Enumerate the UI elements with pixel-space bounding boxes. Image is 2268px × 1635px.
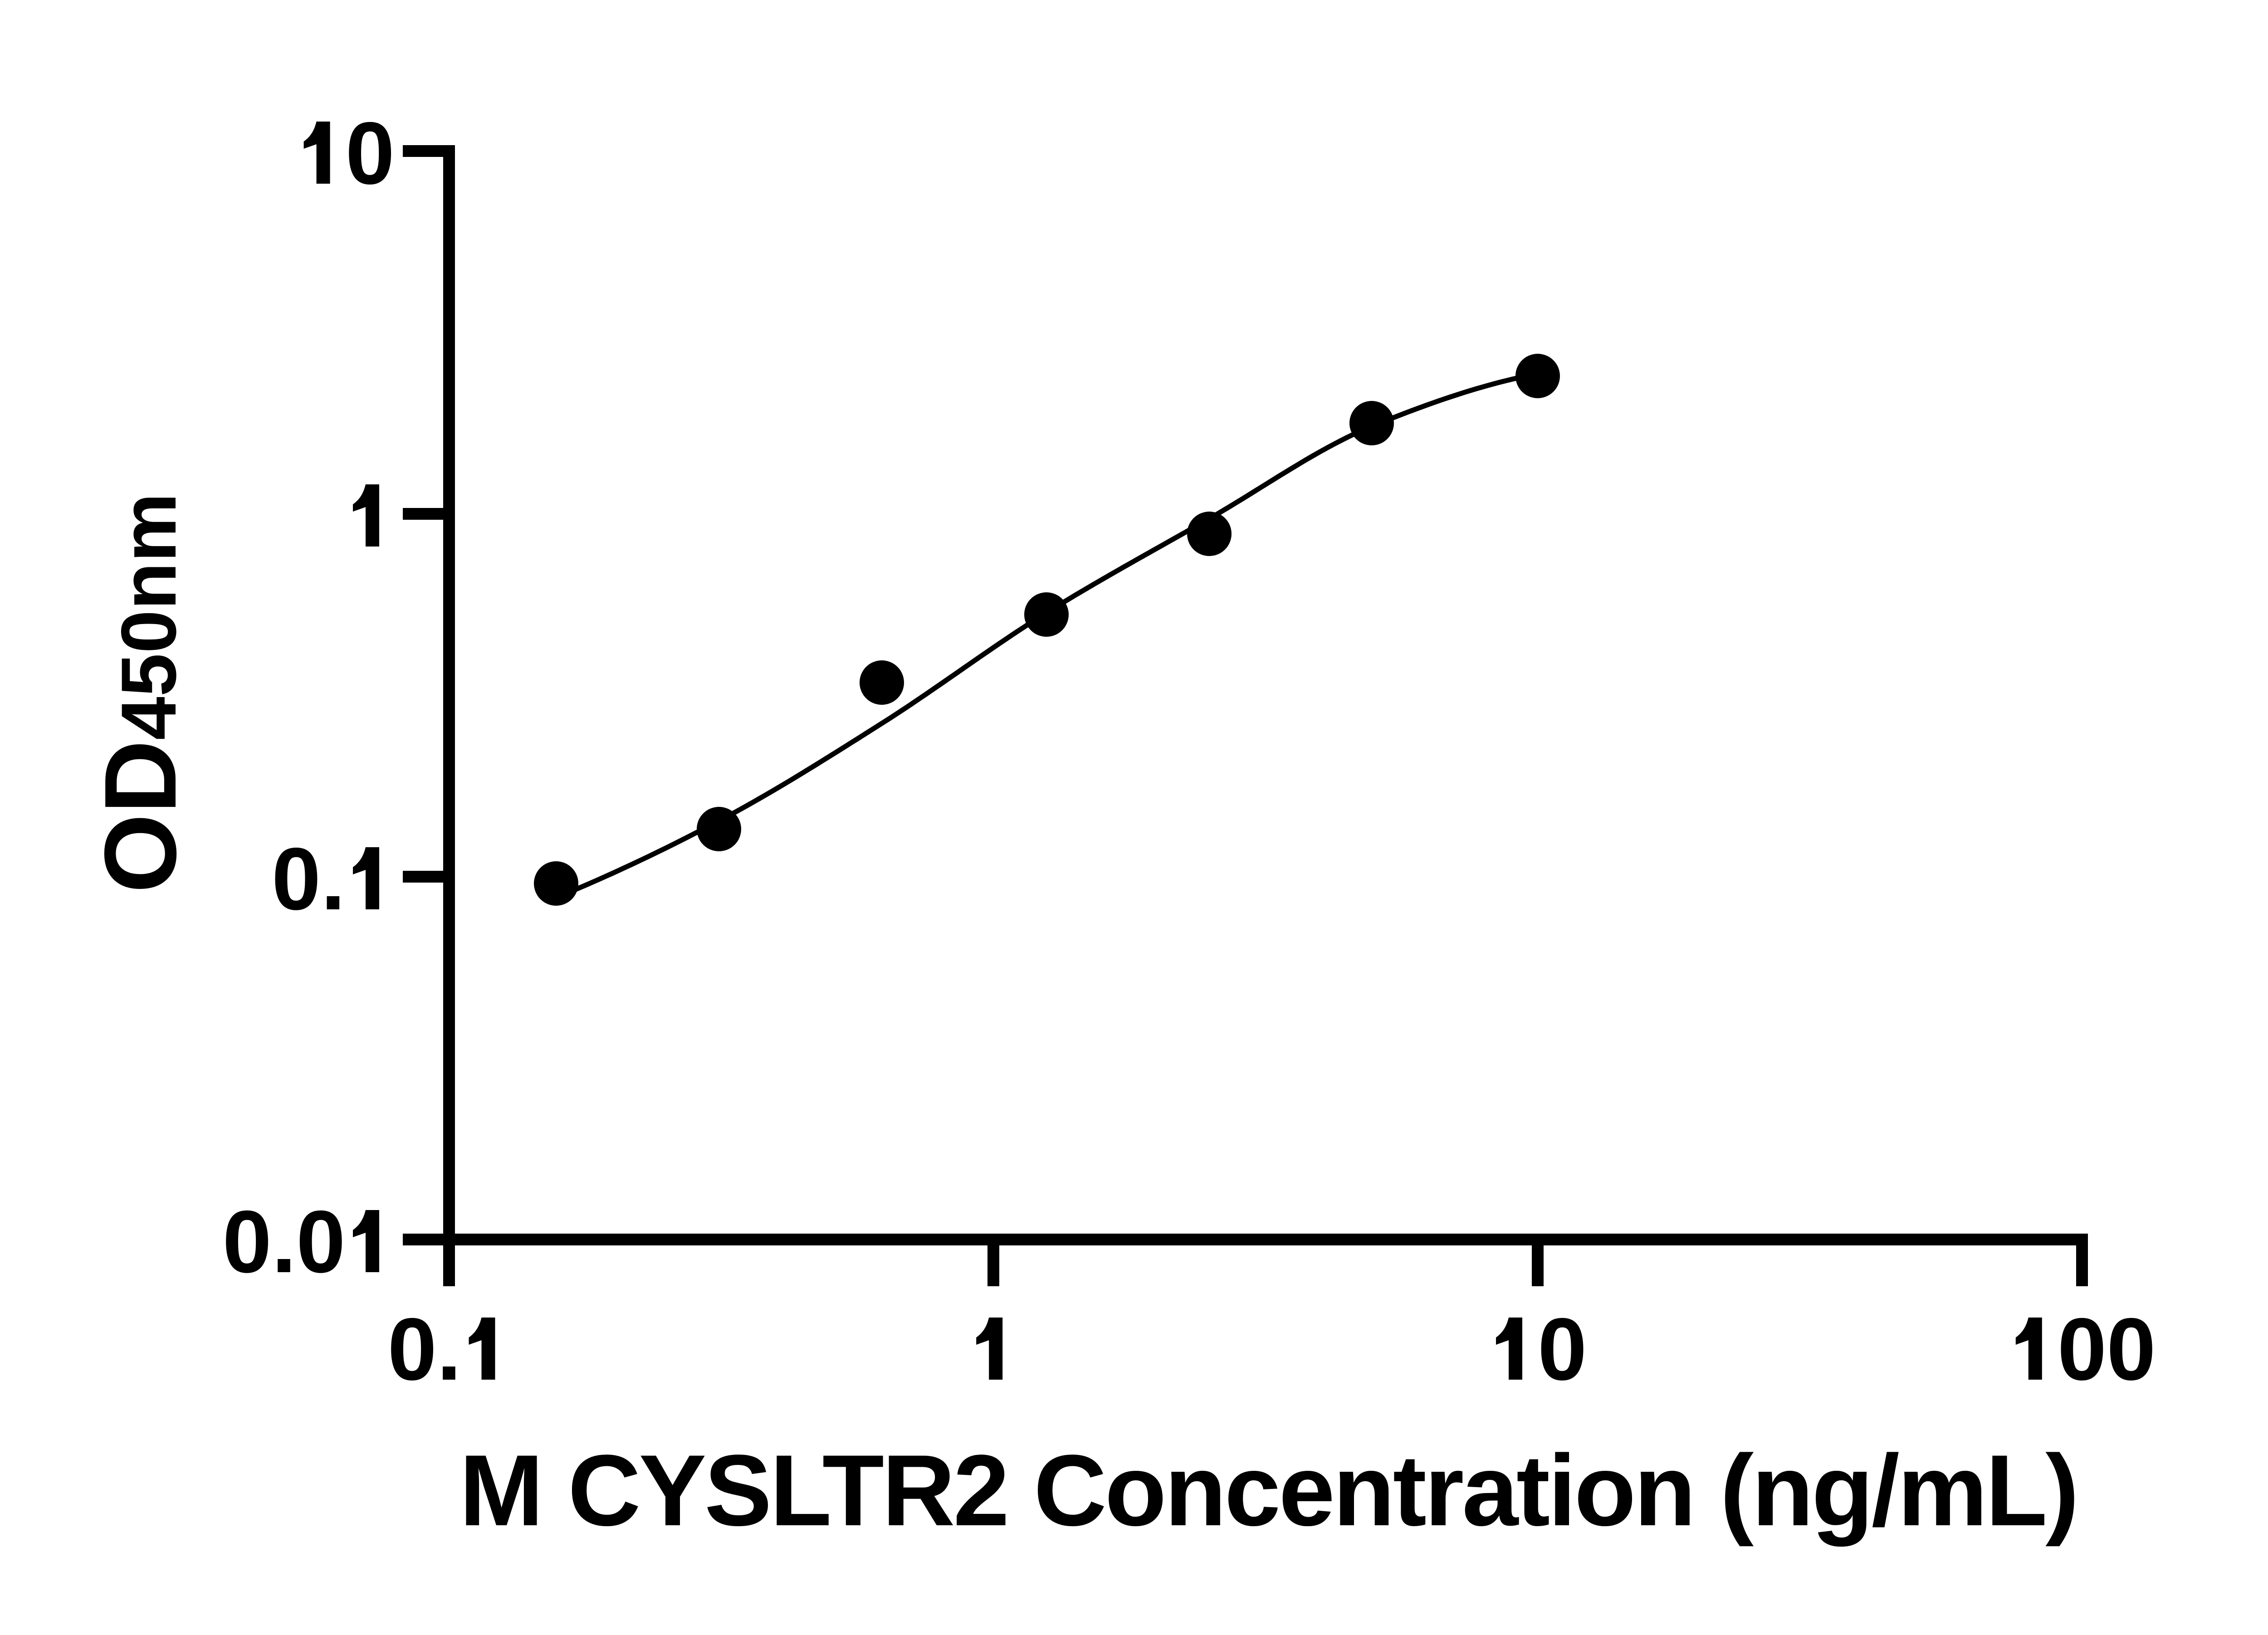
svg-text:M CYSLTR2 Concentration (ng/mL: M CYSLTR2 Concentration (ng/mL) [459, 1434, 2077, 1547]
svg-text:0: 0 [1538, 1300, 1587, 1399]
svg-text:00: 00 [2058, 1300, 2156, 1399]
svg-text:0.0: 0.0 [223, 1192, 346, 1291]
svg-text:0: 0 [346, 104, 395, 203]
svg-text:0.: 0. [272, 830, 346, 928]
svg-text:OD450nm: OD450nm [83, 493, 197, 893]
svg-text:0.: 0. [388, 1300, 462, 1399]
